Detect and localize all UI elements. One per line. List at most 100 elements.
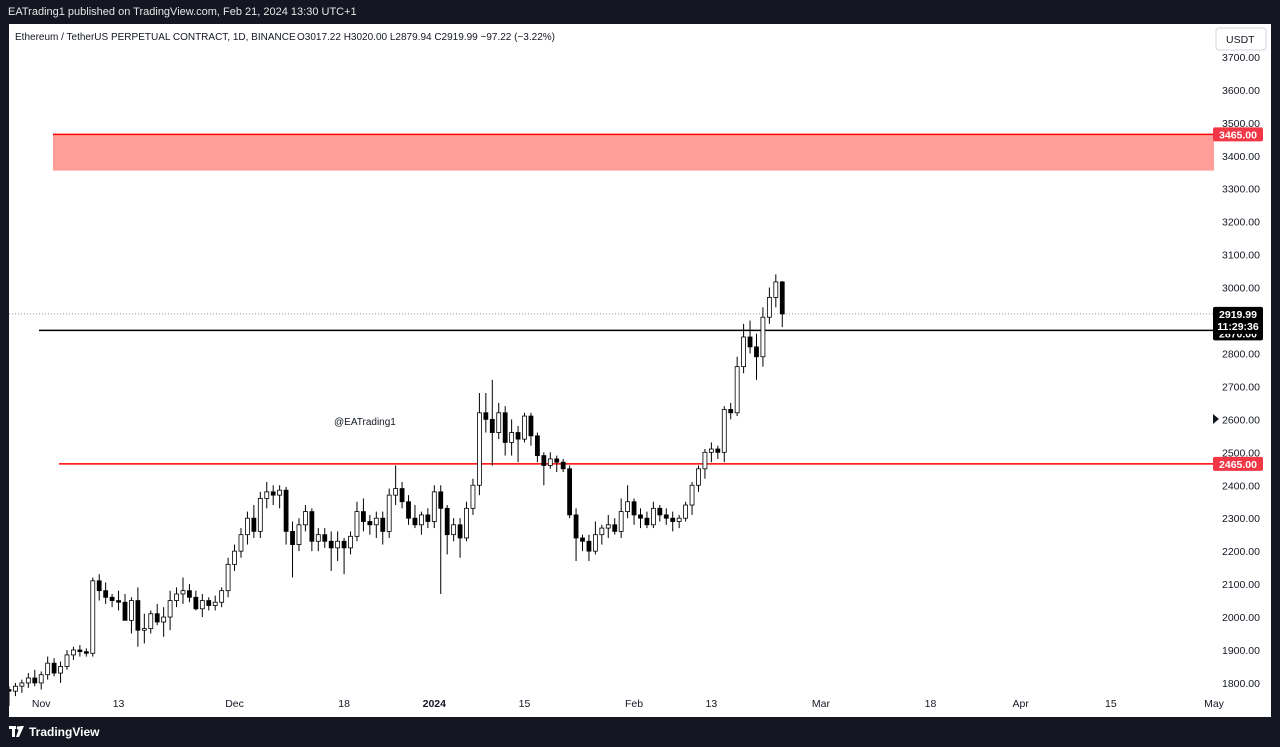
- candle-body-down: [96, 580, 102, 592]
- level-price-tag: 2465.00: [1219, 459, 1257, 471]
- y-tick-label: 2700.00: [1222, 381, 1260, 393]
- candle-body-down: [116, 600, 121, 603]
- candle-body-up: [496, 412, 502, 433]
- candle-body-down: [444, 507, 450, 536]
- candle-body-up: [90, 580, 96, 654]
- x-tick-label: May: [1204, 698, 1225, 710]
- candle-body-down: [328, 540, 334, 549]
- candle-body-up: [148, 613, 154, 629]
- candle-body-down: [644, 517, 650, 526]
- candle-body-up: [161, 616, 167, 623]
- y-tick-label: 3000.00: [1222, 283, 1260, 295]
- y-tick-label: 3600.00: [1222, 85, 1260, 97]
- candle-body-down: [322, 534, 328, 542]
- candle-body-up: [129, 600, 134, 621]
- candle-body-down: [586, 540, 592, 552]
- candle-body-down: [154, 613, 160, 623]
- candle-body-down: [406, 501, 411, 519]
- candle-body-up: [547, 458, 553, 466]
- candle-body-down: [515, 432, 521, 440]
- candle-body-down: [425, 514, 431, 522]
- candle-body-down: [51, 662, 57, 674]
- x-tick-label: 15: [1105, 698, 1117, 710]
- candle-body-down: [9, 689, 12, 692]
- candle-body-up: [232, 550, 237, 565]
- candle-body-down: [32, 677, 38, 684]
- candle-body-up: [13, 685, 18, 692]
- candle-body-up: [676, 517, 682, 522]
- candle-body-up: [599, 527, 605, 536]
- y-tick-label: 3700.00: [1222, 52, 1260, 64]
- last-price-tag-bg: [1213, 306, 1263, 334]
- candle-body-down: [206, 600, 212, 606]
- candle-body-down: [399, 488, 405, 503]
- candle-body-up: [605, 524, 611, 529]
- candle-body-up: [303, 511, 308, 526]
- candle-body-up: [721, 409, 727, 453]
- candle-body-down: [663, 514, 669, 519]
- candle-body-up: [296, 524, 302, 545]
- candle-body-up: [470, 484, 476, 509]
- candle-body-up: [212, 601, 218, 606]
- candle-body-up: [64, 654, 70, 667]
- candle-body-up: [373, 517, 379, 526]
- y-tick-label: 2200.00: [1222, 546, 1260, 558]
- candle-body-up: [71, 649, 76, 656]
- candle-body-up: [650, 507, 656, 526]
- candle-body-up: [696, 468, 701, 486]
- candle-body-up: [354, 511, 360, 537]
- currency-button[interactable]: USDT: [1215, 27, 1267, 51]
- symbol-info: Ethereum / TetherUS PERPETUAL CONTRACT, …: [15, 32, 296, 43]
- candle-body-down: [77, 649, 83, 653]
- y-tick-label: 2100.00: [1222, 579, 1260, 591]
- candle-body-up: [174, 593, 179, 601]
- candle-body-down: [251, 517, 257, 532]
- candle-body-up: [180, 590, 186, 595]
- candle-body-down: [83, 651, 89, 654]
- candle-body-down: [457, 524, 463, 539]
- candle-body-up: [464, 507, 469, 539]
- x-tick-label: Mar: [812, 698, 831, 710]
- candle-body-down: [747, 336, 753, 348]
- candle-body-up: [393, 488, 399, 496]
- candle-body-up: [225, 563, 231, 592]
- candle-body-up: [141, 628, 147, 631]
- candle-body-up: [477, 412, 482, 486]
- candle-body-up: [348, 535, 353, 549]
- candle-body-up: [45, 662, 51, 676]
- candle-body-up: [625, 501, 631, 513]
- candle-body-up: [618, 511, 624, 532]
- candle-body-down: [612, 524, 618, 532]
- candle-body-up: [734, 366, 740, 414]
- candle-body-up: [238, 534, 244, 552]
- price-chart[interactable]: 1800.00 1900.00 2000.00 2100.00 2200.00 2300.…: [9, 24, 1271, 717]
- x-tick-label: 18: [925, 698, 937, 710]
- candle-body-up: [315, 534, 321, 542]
- currency-label: USDT: [1226, 34, 1255, 46]
- candle-body-down: [580, 537, 585, 542]
- countdown-tag: 11:29:36: [1217, 321, 1259, 333]
- scroll-right-arrow-icon[interactable]: [1213, 414, 1219, 424]
- candle-body-down: [361, 511, 366, 522]
- candle-body-up: [264, 491, 270, 499]
- y-tick-label: 2000.00: [1222, 612, 1260, 624]
- chart-panel[interactable]: 1800.00 1900.00 2000.00 2100.00 2200.00 2300.…: [9, 24, 1271, 717]
- candle-body-down: [560, 461, 566, 470]
- candle-body-up: [419, 514, 424, 526]
- candle-body-up: [335, 540, 341, 549]
- candle-body-up: [702, 451, 708, 470]
- candle-body-down: [187, 590, 192, 598]
- y-tick-label: 3200.00: [1222, 217, 1260, 229]
- candle-body-down: [270, 491, 276, 496]
- candle-body-down: [109, 596, 115, 601]
- candle-body-down: [528, 415, 534, 437]
- candle-body-down: [715, 448, 721, 453]
- x-tick-label: Nov: [32, 698, 51, 710]
- candle-body-up: [245, 517, 250, 536]
- candle-body-up: [592, 534, 598, 552]
- candle-body-down: [502, 412, 508, 443]
- candle-body-down: [412, 517, 418, 526]
- candle-body-up: [38, 674, 44, 684]
- x-tick-label: 13: [113, 698, 125, 710]
- resistance-zone: [53, 134, 1214, 171]
